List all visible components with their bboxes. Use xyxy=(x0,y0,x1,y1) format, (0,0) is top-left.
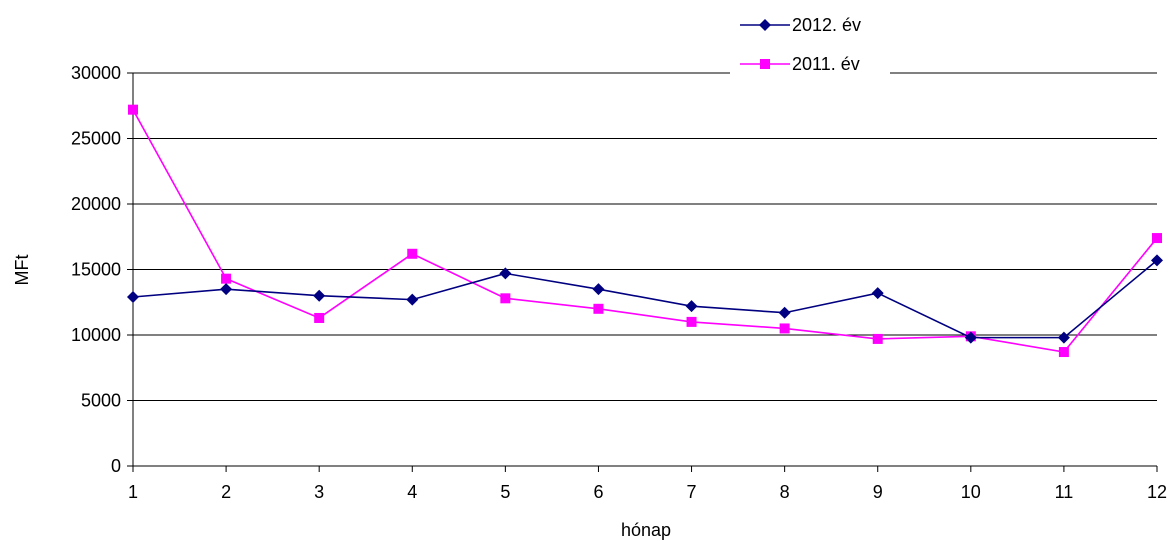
x-tick-label: 3 xyxy=(314,482,324,502)
data-point xyxy=(592,283,605,296)
series-line xyxy=(132,259,1158,339)
x-tick-label: 9 xyxy=(873,482,883,502)
y-axis-label: MFt xyxy=(12,255,32,286)
series-line xyxy=(132,109,1158,353)
data-point xyxy=(406,293,419,306)
data-point xyxy=(313,289,326,302)
x-tick-label: 10 xyxy=(961,482,981,502)
x-axis-ticks: 1 2 3 4 5 6 7 8 9 10 11 12 xyxy=(128,466,1167,502)
series xyxy=(128,104,1162,358)
data-point xyxy=(1152,233,1162,244)
x-axis-label: hónap xyxy=(621,520,671,540)
y-tick-label: 10000 xyxy=(71,325,121,345)
legend-item: 2011. év xyxy=(740,54,860,74)
data-point xyxy=(1057,331,1070,344)
y-tick-label: 30000 xyxy=(71,63,121,83)
legend-item: 2012. év xyxy=(740,15,861,35)
data-point xyxy=(779,323,790,334)
data-point xyxy=(685,300,698,313)
y-tick-label: 0 xyxy=(111,456,121,476)
x-tick-label: 11 xyxy=(1055,482,1074,502)
x-tick-label: 8 xyxy=(780,482,790,502)
y-tick-label: 5000 xyxy=(81,391,121,411)
data-point xyxy=(500,293,511,304)
x-tick-label: 7 xyxy=(687,482,697,502)
y-tick-label: 20000 xyxy=(71,194,121,214)
legend-background xyxy=(730,10,890,76)
data-point xyxy=(499,267,512,280)
data-point xyxy=(1151,254,1163,267)
data-point xyxy=(127,291,139,304)
data-point xyxy=(686,316,697,327)
legend-label: 2012. év xyxy=(792,15,861,35)
data-point xyxy=(407,248,418,259)
x-tick-label: 2 xyxy=(221,482,231,502)
grid-lines xyxy=(133,72,1157,401)
data-point xyxy=(221,273,232,284)
series xyxy=(127,254,1163,344)
x-tick-label: 4 xyxy=(407,482,417,502)
y-axis-ticks: 0 5000 10000 15000 20000 25000 30000 xyxy=(71,63,133,476)
legend: 2012. év 2011. év xyxy=(730,10,890,76)
y-tick-label: 15000 xyxy=(71,260,121,280)
series-group xyxy=(127,104,1163,358)
x-tick-label: 5 xyxy=(500,482,510,502)
legend-label: 2011. év xyxy=(792,54,860,74)
x-tick-label: 1 xyxy=(128,482,138,502)
data-point xyxy=(593,303,604,314)
legend-marker xyxy=(759,19,771,31)
data-point xyxy=(220,283,233,296)
x-tick-label: 12 xyxy=(1147,482,1167,502)
data-point xyxy=(314,312,325,323)
y-tick-label: 25000 xyxy=(71,129,121,149)
data-point xyxy=(778,306,791,319)
data-point xyxy=(964,331,977,344)
x-tick-label: 6 xyxy=(593,482,603,502)
legend-marker xyxy=(760,59,770,69)
data-point xyxy=(872,333,883,344)
data-point xyxy=(1058,347,1069,358)
data-point xyxy=(128,104,138,115)
data-point xyxy=(871,287,884,300)
